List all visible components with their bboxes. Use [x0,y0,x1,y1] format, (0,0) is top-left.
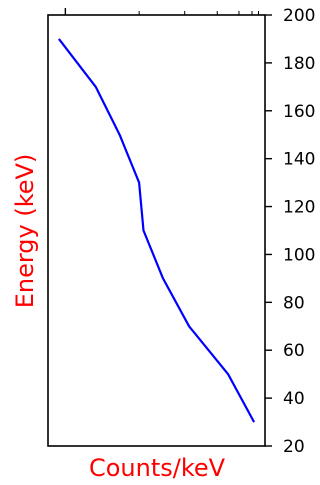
energy-curve-line [58,38,256,423]
x-axis-label: Counts/keV [89,454,226,481]
y-axis-ticks: 20 40 60 80 100 120 140 160 180 200 [265,6,315,457]
y-tick-label: 140 [283,150,315,170]
plot-frame [47,14,266,447]
y-tick-label: 60 [283,341,305,361]
y-tick-label: 40 [283,389,305,409]
y-tick-label: 200 [283,6,315,26]
y-axis-label: Energy (keV) [11,154,39,309]
x-axis-ticks [64,8,259,15]
y-tick-label: 120 [283,198,315,218]
y-tick-label: 180 [283,54,315,74]
y-tick-label: 80 [283,293,305,313]
y-tick-label: 160 [283,102,315,122]
y-tick-label: 20 [283,437,305,457]
y-tick-label: 100 [283,245,315,265]
